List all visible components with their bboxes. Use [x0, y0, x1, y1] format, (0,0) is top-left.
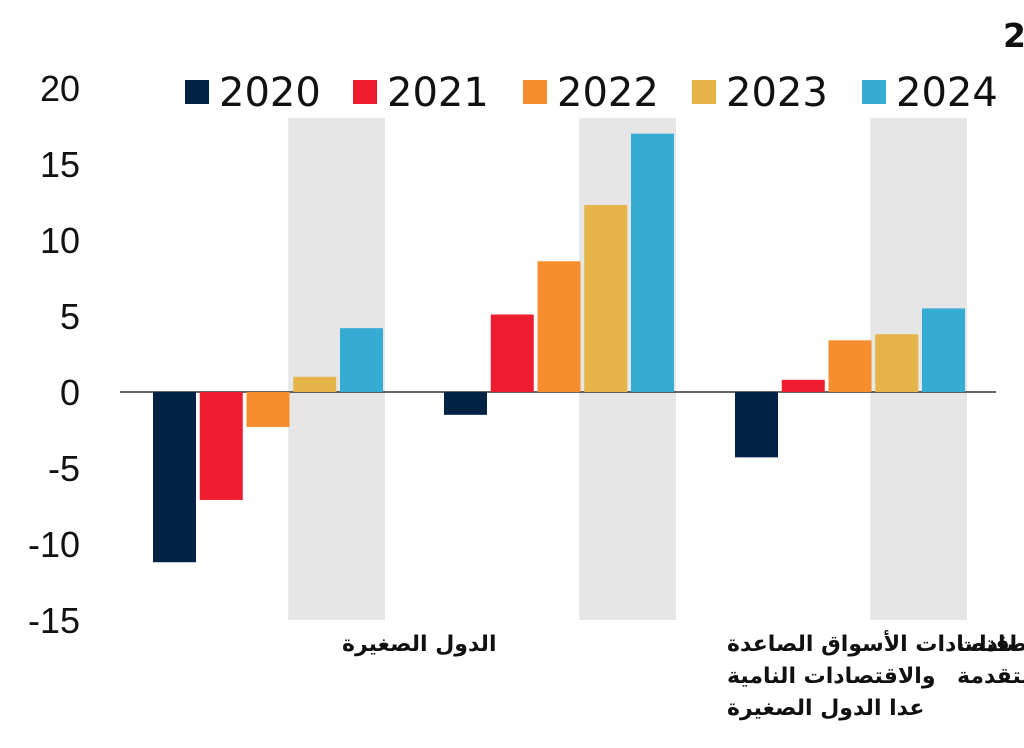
y-tick-label: -5 [48, 448, 80, 489]
bars [153, 133, 965, 563]
legend-swatch-2024 [862, 80, 886, 104]
bar-2022-group-2 [537, 261, 581, 392]
y-tick-label: 10 [40, 220, 80, 261]
legend-label-2020: 2020 [219, 70, 321, 116]
category-label-2-line-1: اقتصادات الأسواق الصاعدة [727, 629, 1017, 657]
y-tick-label: 5 [60, 296, 80, 337]
category-label-1-line-1: الدول الصغيرة [342, 632, 496, 657]
bar-2024-group-2 [631, 133, 674, 392]
bar-2023-group-3 [875, 334, 919, 392]
y-tick-label: 0 [60, 372, 80, 413]
bar-2020-group-2 [444, 392, 487, 415]
y-tick-label: 15 [40, 144, 80, 185]
legend-label-2023: 2023 [726, 70, 828, 116]
bar-2020-group-1 [153, 392, 196, 563]
category-labels: الدول الصغيرة اقتصادات الأسواق الصاعدة وال… [342, 629, 1024, 721]
bar-2022-group-1 [246, 392, 290, 427]
legend-swatch-2022 [523, 80, 547, 104]
bar-2020-group-3 [735, 392, 778, 458]
bar-2024-group-1 [340, 328, 383, 392]
category-label-3-line-2: المتقدمة [957, 664, 1024, 689]
category-label-2-line-3: عدا الدول الصغيرة [727, 696, 924, 721]
y-tick-label: 20 [40, 68, 80, 109]
bar-2021-group-3 [781, 379, 825, 392]
legend-swatch-2023 [692, 80, 716, 104]
y-tick-label: -15 [28, 600, 80, 641]
bar-2021-group-1 [199, 392, 243, 500]
bar-2023-group-1 [293, 376, 337, 392]
legend-label-2022: 2022 [557, 70, 659, 116]
category-label-2-line-2: والاقتصادات النامية [727, 664, 936, 689]
bar-2023-group-2 [584, 205, 628, 392]
legend: 2020 2021 2022 2023 2024 [185, 70, 998, 116]
bar-2024-group-3 [922, 308, 965, 392]
bar-2022-group-3 [828, 340, 872, 392]
chart-title: الفرق بالنسبة المئوية عن إجمالي الناتج ا… [1003, 16, 1024, 56]
y-axis: 20 15 10 5 0 -5 -10 -15 [28, 68, 80, 641]
legend-swatch-2021 [353, 80, 377, 104]
bar-2021-group-2 [490, 314, 534, 392]
legend-label-2021: 2021 [387, 70, 489, 116]
legend-label-2024: 2024 [896, 70, 998, 116]
legend-swatch-2020 [185, 80, 209, 104]
y-tick-label: -10 [28, 524, 80, 565]
category-label-3-line-1: الاقتصادات [957, 632, 1024, 657]
